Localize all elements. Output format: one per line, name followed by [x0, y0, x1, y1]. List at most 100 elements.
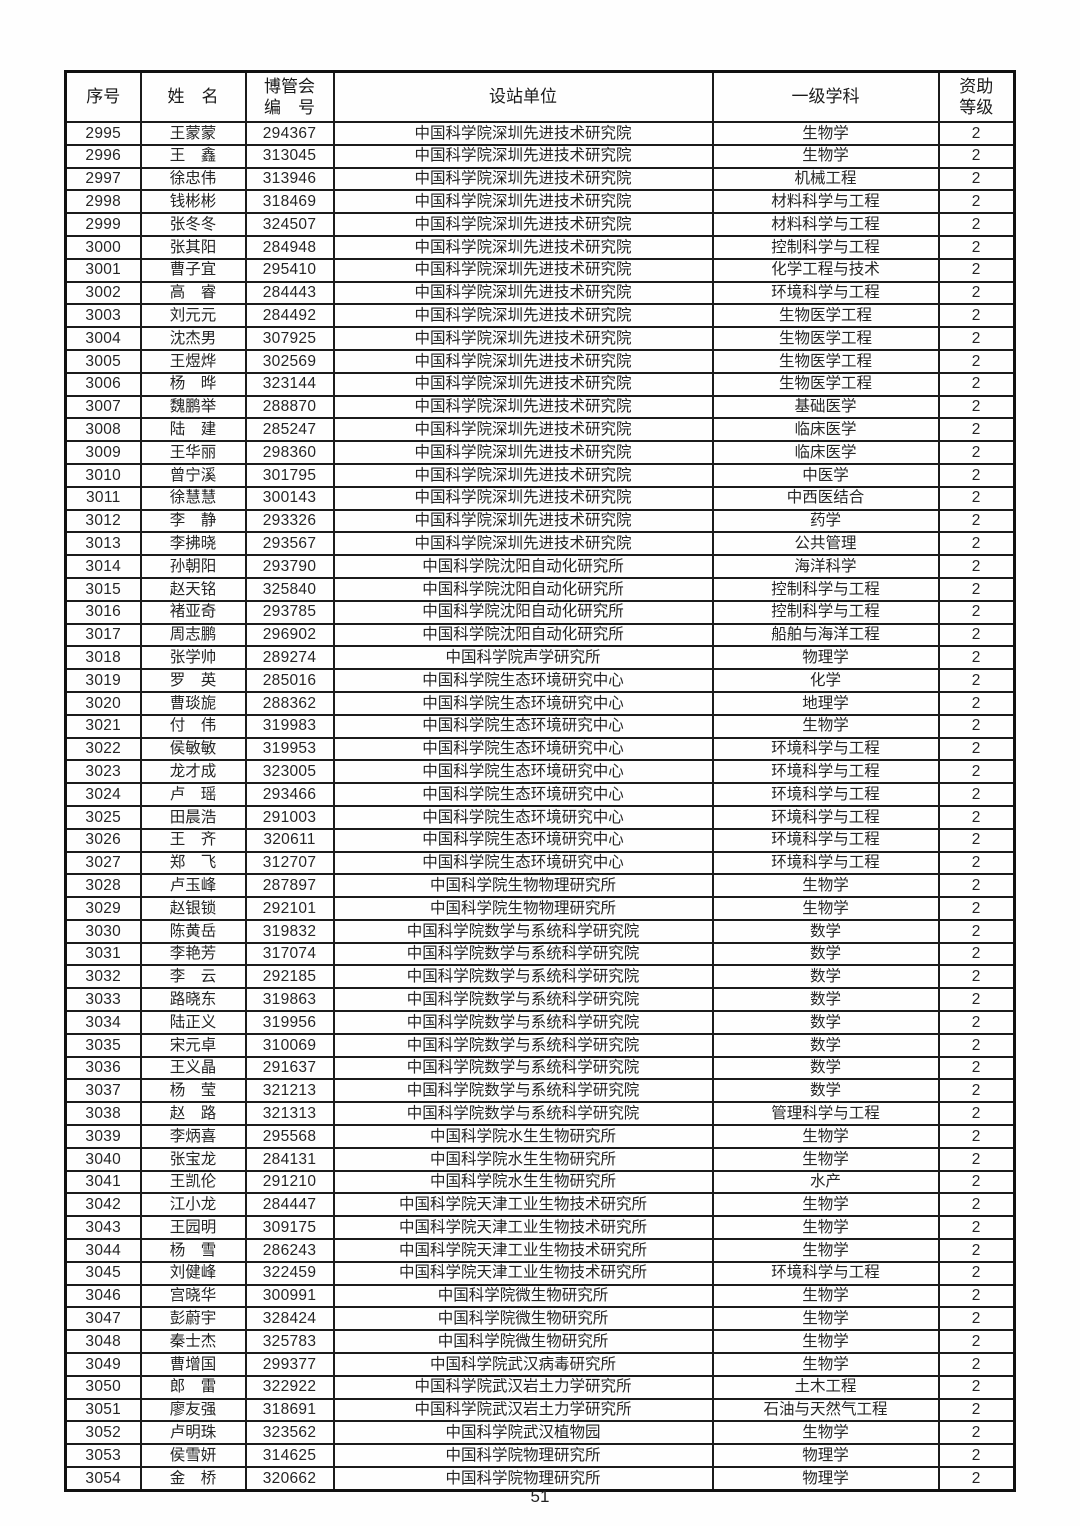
- cell-grade: 2: [937, 1101, 1016, 1127]
- cell-grade: 2: [937, 918, 1016, 944]
- cell-discipline: 数学: [711, 1055, 940, 1081]
- cell-id: 321313: [244, 1101, 335, 1127]
- table-row: 3007 魏鹏举 288870 中国科学院深圳先进技术研究院 基础医学 2: [64, 394, 1016, 420]
- table-row: 3020 曹琰旎 288362 中国科学院生态环境研究中心 地理学 2: [64, 690, 1016, 716]
- table-row: 3011 徐慧慧 300143 中国科学院深圳先进技术研究院 中西医结合 2: [64, 485, 1016, 511]
- table-row: 3049 曹增国 299377 中国科学院武汉病毒研究所 生物学 2: [64, 1352, 1016, 1377]
- table-row: 3033 路晓东 319863 中国科学院数学与系统科学研究院 数学 2: [64, 987, 1016, 1013]
- cell-name: 陆 建: [139, 417, 247, 443]
- table-row: 3009 王华丽 298360 中国科学院深圳先进技术研究院 临床医学 2: [64, 440, 1016, 465]
- table-row: 3038 赵 路 321313 中国科学院数学与系统科学研究院 管理科学与工程 …: [64, 1101, 1016, 1127]
- cell-name: 杨 雪: [139, 1238, 247, 1263]
- cell-discipline: 数学: [711, 987, 940, 1013]
- cell-name: 卢 瑶: [139, 782, 247, 807]
- cell-unit: 中国科学院沈阳自动化研究所: [332, 599, 714, 625]
- cell-id: 319832: [244, 918, 335, 944]
- page-number: 51: [530, 1487, 550, 1506]
- cell-name: 钱彬彬: [139, 189, 247, 215]
- cell-discipline: 生物学: [711, 1352, 940, 1377]
- cell-id: 320611: [244, 827, 335, 853]
- cell-grade: 2: [937, 690, 1016, 716]
- cell-id: 322459: [244, 1260, 335, 1286]
- table-row: 3047 彭蔚宇 328424 中国科学院微生物研究所 生物学 2: [64, 1306, 1016, 1332]
- cell-id: 291210: [244, 1169, 335, 1195]
- cell-grade: 2: [937, 645, 1016, 671]
- cell-name: 周志鹏: [139, 622, 247, 648]
- cell-serial: 3027: [64, 850, 142, 876]
- cell-grade: 2: [937, 143, 1016, 169]
- table-row: 3013 李拂晓 293567 中国科学院深圳先进技术研究院 公共管理 2: [64, 531, 1016, 557]
- cell-discipline: 水产: [711, 1169, 940, 1195]
- cell-serial: 3005: [64, 348, 142, 374]
- cell-name: 曹琰旎: [139, 690, 247, 716]
- table-row: 3018 张学帅 289274 中国科学院声学研究所 物理学 2: [64, 645, 1016, 671]
- cell-serial: 3054: [64, 1466, 142, 1492]
- cell-discipline: 临床医学: [711, 440, 940, 465]
- cell-grade: 2: [937, 873, 1016, 899]
- table-row: 3014 孙朝阳 293790 中国科学院沈阳自动化研究所 海洋科学 2: [64, 554, 1016, 579]
- table-row: 2998 钱彬彬 318469 中国科学院深圳先进技术研究院 材料科学与工程 2: [64, 189, 1016, 215]
- cell-id: 295568: [244, 1124, 335, 1149]
- cell-discipline: 化学工程与技术: [711, 257, 940, 283]
- cell-name: 罗 英: [139, 668, 247, 693]
- cell-unit: 中国科学院深圳先进技术研究院: [332, 166, 714, 192]
- cell-discipline: 生物学: [711, 713, 940, 739]
- cell-name: 龙才成: [139, 759, 247, 785]
- cell-unit: 中国科学院沈阳自动化研究所: [332, 554, 714, 579]
- cell-unit: 中国科学院数学与系统科学研究院: [332, 941, 714, 967]
- cell-serial: 3021: [64, 713, 142, 739]
- cell-discipline: 生物学: [711, 873, 940, 899]
- cell-unit: 中国科学院水生生物研究所: [332, 1169, 714, 1195]
- cell-id: 299377: [244, 1352, 335, 1377]
- col-header-unit: 设站单位: [332, 70, 714, 123]
- cell-grade: 2: [937, 1466, 1016, 1492]
- cell-unit: 中国科学院武汉岩土力学研究所: [332, 1397, 714, 1423]
- cell-unit: 中国科学院武汉病毒研究所: [332, 1352, 714, 1377]
- cell-name: 王园明: [139, 1215, 247, 1241]
- cell-discipline: 环境科学与工程: [711, 280, 940, 306]
- cell-id: 288362: [244, 690, 335, 716]
- table-row: 3021 付 伟 319983 中国科学院生态环境研究中心 生物学 2: [64, 713, 1016, 739]
- header-row: 序号 姓 名 博管会 编 号 设站单位 一级学科 资助 等级: [64, 70, 1016, 123]
- table-row: 3032 李 云 292185 中国科学院数学与系统科学研究院 数学 2: [64, 964, 1016, 990]
- cell-discipline: 环境科学与工程: [711, 782, 940, 807]
- cell-serial: 3002: [64, 280, 142, 306]
- col-header-discipline: 一级学科: [711, 70, 940, 123]
- cell-grade: 2: [937, 1238, 1016, 1263]
- cell-grade: 2: [937, 1192, 1016, 1218]
- cell-serial: 3036: [64, 1055, 142, 1081]
- table-row: 3031 李艳芳 317074 中国科学院数学与系统科学研究院 数学 2: [64, 941, 1016, 967]
- cell-unit: 中国科学院微生物研究所: [332, 1283, 714, 1309]
- cell-name: 张宝龙: [139, 1146, 247, 1172]
- cell-grade: 2: [937, 554, 1016, 579]
- cell-grade: 2: [937, 713, 1016, 739]
- cell-serial: 3009: [64, 440, 142, 465]
- cell-name: 王 鑫: [139, 143, 247, 169]
- cell-grade: 2: [937, 941, 1016, 967]
- cell-unit: 中国科学院武汉植物园: [332, 1420, 714, 1446]
- cell-id: 284131: [244, 1146, 335, 1172]
- cell-unit: 中国科学院深圳先进技术研究院: [332, 189, 714, 215]
- cell-grade: 2: [937, 234, 1016, 260]
- cell-discipline: 控制科学与工程: [711, 599, 940, 625]
- cell-serial: 3023: [64, 759, 142, 785]
- cell-discipline: 环境科学与工程: [711, 736, 940, 762]
- cell-id: 313946: [244, 166, 335, 192]
- table-row: 3004 沈杰男 307925 中国科学院深圳先进技术研究院 生物医学工程 2: [64, 326, 1016, 351]
- table-row: 3042 江小龙 284447 中国科学院天津工业生物技术研究所 生物学 2: [64, 1192, 1016, 1218]
- cell-grade: 2: [937, 782, 1016, 807]
- cell-name: 侯敏敏: [139, 736, 247, 762]
- cell-grade: 2: [937, 280, 1016, 306]
- cell-grade: 2: [937, 371, 1016, 397]
- cell-discipline: 生物学: [711, 121, 940, 146]
- cell-id: 293326: [244, 508, 335, 534]
- cell-serial: 3042: [64, 1192, 142, 1218]
- cell-id: 323562: [244, 1420, 335, 1446]
- table-row: 3005 王煜烨 302569 中国科学院深圳先进技术研究院 生物医学工程 2: [64, 348, 1016, 374]
- cell-grade: 2: [937, 1443, 1016, 1469]
- cell-discipline: 土木工程: [711, 1374, 940, 1400]
- table-row: 3054 金 桥 320662 中国科学院物理研究所 物理学 2: [64, 1466, 1016, 1492]
- cell-id: 291003: [244, 804, 335, 830]
- cell-serial: 3003: [64, 303, 142, 329]
- cell-grade: 2: [937, 303, 1016, 329]
